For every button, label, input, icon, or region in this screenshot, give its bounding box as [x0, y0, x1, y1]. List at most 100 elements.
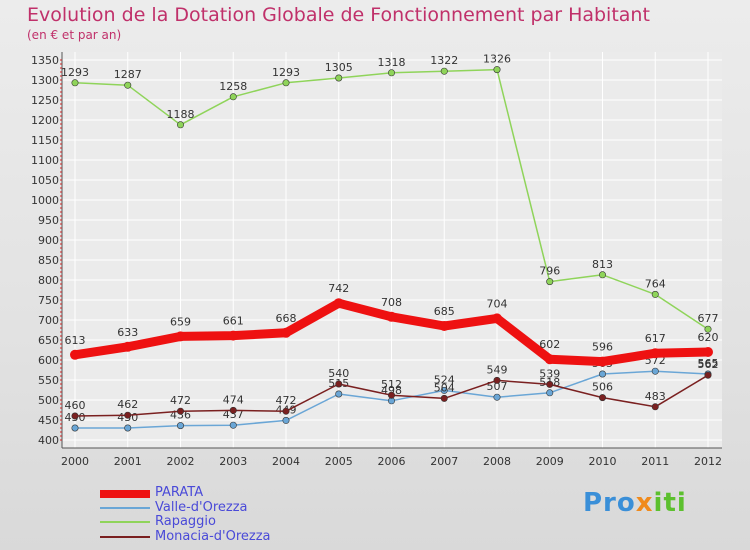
data-label-parata-2007: 685 — [434, 305, 455, 318]
data-label-rapaggio-2008: 1326 — [483, 53, 511, 66]
x-tick-label-2008: 2008 — [483, 455, 511, 468]
legend-swatch-rapaggio — [100, 521, 150, 523]
data-point-monacia-d-orezza-2010 — [598, 394, 606, 402]
y-tick-label-1000: 1000 — [31, 194, 59, 207]
data-label-parata-2011: 617 — [645, 332, 666, 345]
data-label-monacia-d-orezza-2007: 504 — [434, 381, 455, 394]
x-tick-label-2000: 2000 — [61, 455, 89, 468]
y-tick-label-950: 950 — [38, 214, 59, 227]
data-point-valle-d-orezza-2009 — [546, 389, 554, 397]
data-point-rapaggio-2004 — [282, 79, 290, 87]
data-point-rapaggio-2003 — [229, 93, 237, 101]
data-label-parata-2010: 596 — [592, 341, 613, 354]
data-point-monacia-d-orezza-2000 — [71, 412, 79, 420]
data-label-monacia-d-orezza-2001: 462 — [117, 398, 138, 411]
legend-item-valle: Valle-d'Orezza — [100, 500, 360, 515]
data-label-monacia-d-orezza-2003: 474 — [223, 393, 244, 406]
data-point-valle-d-orezza-2004 — [282, 416, 290, 424]
data-label-rapaggio-2010: 813 — [592, 258, 613, 271]
data-label-valle-d-orezza-2012: 565 — [698, 357, 719, 370]
data-point-monacia-d-orezza-2008 — [493, 376, 501, 384]
data-label-monacia-d-orezza-2004: 472 — [276, 394, 297, 407]
y-tick-label-1250: 1250 — [31, 94, 59, 107]
data-label-parata-2001: 633 — [117, 326, 138, 339]
x-tick-label-2009: 2009 — [536, 455, 564, 468]
data-point-rapaggio-2011 — [651, 290, 659, 298]
data-point-valle-d-orezza-2002 — [177, 422, 185, 430]
data-point-rapaggio-2008 — [493, 66, 501, 74]
data-point-parata-2006 — [386, 311, 397, 322]
data-point-rapaggio-2005 — [335, 74, 343, 82]
chart-subtitle: (en € et par an) — [27, 28, 122, 42]
y-tick-label-1150: 1150 — [31, 134, 59, 147]
x-tick-label-2012: 2012 — [694, 455, 722, 468]
legend-label-parata: PARATA — [155, 485, 204, 500]
brand-logo: Proxiti — [583, 488, 687, 518]
data-label-rapaggio-2011: 764 — [645, 277, 666, 290]
x-tick-label-2001: 2001 — [114, 455, 142, 468]
data-label-rapaggio-2001: 1287 — [114, 68, 142, 81]
data-point-rapaggio-2001 — [124, 81, 132, 89]
x-tick-label-2011: 2011 — [641, 455, 669, 468]
legend-label-rapaggio: Rapaggio — [155, 514, 217, 529]
data-point-monacia-d-orezza-2006 — [387, 391, 395, 399]
data-label-monacia-d-orezza-2006: 512 — [381, 378, 402, 391]
chart-title: Evolution de la Dotation Globale de Fonc… — [27, 4, 650, 26]
x-tick-label-2005: 2005 — [325, 455, 353, 468]
data-label-parata-2002: 659 — [170, 315, 191, 328]
y-tick-label-600: 600 — [38, 354, 59, 367]
data-point-parata-2007 — [439, 321, 450, 331]
data-label-monacia-d-orezza-2010: 506 — [592, 381, 613, 394]
data-label-parata-2012: 620 — [698, 331, 719, 344]
data-label-rapaggio-2012: 677 — [698, 312, 719, 325]
data-label-valle-d-orezza-2007: 524 — [434, 373, 455, 386]
x-tick-label-2007: 2007 — [430, 455, 458, 468]
data-point-valle-d-orezza-2011 — [651, 367, 659, 375]
legend-swatch-parata — [100, 490, 150, 498]
y-tick-label-650: 650 — [38, 334, 59, 347]
data-point-valle-d-orezza-2008 — [493, 393, 501, 401]
data-label-parata-2004: 668 — [276, 312, 297, 325]
legend-swatch-valle — [100, 507, 150, 509]
data-label-monacia-d-orezza-2008: 549 — [487, 363, 508, 376]
data-label-parata-2008: 704 — [487, 297, 508, 310]
data-point-parata-2012 — [703, 347, 713, 357]
legend-item-monacia: Monacia-d'Orezza — [100, 529, 360, 544]
y-tick-label-1200: 1200 — [31, 114, 59, 127]
data-label-parata-2000: 613 — [65, 334, 86, 347]
data-label-valle-d-orezza-2008: 507 — [487, 380, 508, 393]
y-tick-label-550: 550 — [38, 374, 59, 387]
data-point-rapaggio-2000 — [71, 79, 79, 87]
data-point-rapaggio-2012 — [704, 325, 712, 333]
data-label-monacia-d-orezza-2012: 562 — [698, 358, 719, 371]
legend-label-monacia: Monacia-d'Orezza — [155, 529, 271, 544]
data-point-monacia-d-orezza-2003 — [229, 406, 237, 414]
y-tick-label-1100: 1100 — [31, 154, 59, 167]
y-tick-label-450: 450 — [38, 414, 59, 427]
data-point-rapaggio-2009 — [546, 278, 554, 286]
data-label-parata-2006: 708 — [381, 296, 402, 309]
brand-logo-part3: iti — [653, 488, 687, 518]
x-tick-label-2002: 2002 — [167, 455, 195, 468]
data-label-rapaggio-2005: 1305 — [325, 61, 353, 74]
data-point-monacia-d-orezza-2007 — [440, 394, 448, 402]
legend-item-parata: PARATA — [100, 485, 360, 500]
data-point-valle-d-orezza-2007 — [440, 386, 448, 394]
legend-swatch-monacia — [100, 536, 150, 538]
legend-label-valle: Valle-d'Orezza — [155, 500, 248, 515]
data-point-parata-2000 — [70, 349, 80, 360]
data-point-parata-2003 — [228, 330, 239, 341]
data-point-monacia-d-orezza-2001 — [124, 411, 132, 419]
data-point-rapaggio-2002 — [177, 121, 185, 129]
data-label-parata-2009: 602 — [539, 338, 560, 351]
data-point-rapaggio-2007 — [440, 67, 448, 75]
data-point-parata-2008 — [492, 313, 502, 324]
y-tick-label-1300: 1300 — [31, 74, 59, 87]
data-label-rapaggio-2009: 796 — [539, 265, 560, 278]
y-tick-label-400: 400 — [38, 434, 59, 447]
y-tick-label-850: 850 — [38, 254, 59, 267]
data-point-rapaggio-2006 — [387, 69, 395, 77]
y-tick-label-750: 750 — [38, 294, 59, 307]
